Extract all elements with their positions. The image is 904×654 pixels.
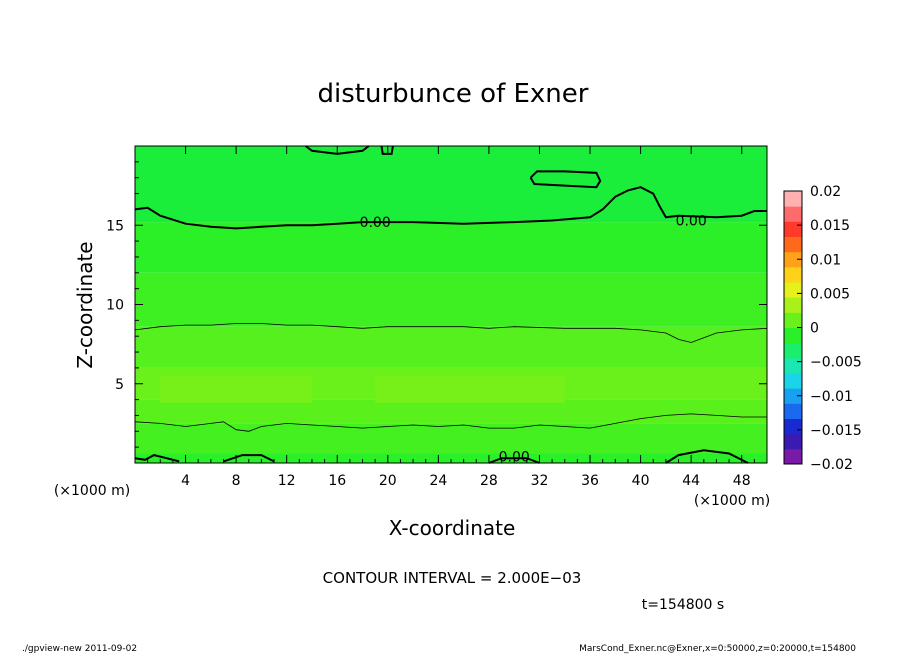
x-tick-label: 48 xyxy=(733,473,751,489)
x-tick-label: 16 xyxy=(328,473,346,489)
colorbar-tick-label: 0 xyxy=(810,321,819,337)
x-tick-label: 20 xyxy=(379,473,397,489)
band-6 xyxy=(135,222,767,273)
colorbar-swatch xyxy=(784,221,802,237)
x-tick-label: 28 xyxy=(480,473,498,489)
band-4 xyxy=(135,326,767,368)
contour-mid xyxy=(134,323,768,343)
x-unit-label-left: (×1000 m) xyxy=(54,483,130,499)
colorbar-tick-label: 0.005 xyxy=(810,286,850,302)
x-tick-label: 24 xyxy=(429,473,447,489)
contour-interval-text: CONTOUR INTERVAL = 2.000E−03 xyxy=(323,569,582,587)
colorbar-swatch xyxy=(784,448,802,465)
colorbar-swatch xyxy=(784,297,802,313)
band-5 xyxy=(135,272,767,327)
time-text: t=154800 s xyxy=(642,597,724,613)
colorbar-ticks: 0.02 0.015 0.01 0.005 0 −0.005 −0.01 −0.015 −0.0… xyxy=(797,184,862,473)
x-tick-label: 36 xyxy=(581,473,599,489)
x-axis-label: X-coordinate xyxy=(389,516,516,540)
chart-title: disturbunce of Exner xyxy=(318,79,589,109)
y-tick-label: 5 xyxy=(115,377,124,393)
x-tick-label: 32 xyxy=(531,473,549,489)
contour-zero_bottom4 xyxy=(665,449,749,464)
shaded-bands xyxy=(135,146,767,463)
colorbar-tick-label: −0.015 xyxy=(810,423,862,439)
contour-zero_top_small xyxy=(380,145,394,155)
contour-zero_bottom xyxy=(134,454,180,463)
y-axis-label: Z-coordinate xyxy=(73,241,97,368)
x-unit-label-right: (×1000 m) xyxy=(694,493,770,509)
colorbar-swatch xyxy=(784,373,802,389)
colorbar-swatch xyxy=(784,266,802,283)
contour-lines xyxy=(134,145,768,464)
band-2 xyxy=(135,399,767,424)
band-0 xyxy=(135,453,767,463)
x-tick-label: 12 xyxy=(278,473,296,489)
colorbar-swatch xyxy=(784,357,802,374)
band-7 xyxy=(135,146,767,223)
colorbar-tick-label: 0.01 xyxy=(810,252,841,268)
contour-label-0: 0.00 xyxy=(360,215,391,231)
colorbar-swatch xyxy=(784,236,802,253)
x-tick-label: 8 xyxy=(232,473,241,489)
band-1 xyxy=(135,423,767,454)
colorbar-tick-label: 0.02 xyxy=(810,184,841,200)
x-tick-label: 44 xyxy=(682,473,700,489)
colorbar-swatch xyxy=(784,327,802,344)
colorbar-swatch xyxy=(784,403,802,419)
contour-zero_closed xyxy=(529,170,602,189)
colorbar-swatch xyxy=(784,251,802,268)
contour-label-2: 0.00 xyxy=(499,450,530,466)
colorbar-tick-label: 0.015 xyxy=(810,218,850,234)
colorbar-tick-label: −0.01 xyxy=(810,389,853,405)
colorbar-swatch xyxy=(784,418,802,435)
contour-label-1: 0.00 xyxy=(676,213,707,229)
contour-zero_bottom2 xyxy=(223,454,275,463)
contour-zero_bottom3 xyxy=(488,457,540,464)
x-axis-ticks: 4 8 12 16 20 24 28 32 36 40 44 48 xyxy=(147,146,755,489)
band-patch-0 xyxy=(160,375,312,403)
x-tick-label: 40 xyxy=(632,473,650,489)
contour-low xyxy=(134,413,767,432)
footer-left: ./gpview-new 2011-09-02 xyxy=(22,644,137,654)
colorbar-swatch xyxy=(784,282,802,298)
colorbar-tick-label: −0.005 xyxy=(810,355,862,371)
colorbar-swatch xyxy=(784,388,802,404)
colorbar-tick-label: −0.02 xyxy=(810,457,853,473)
band-patch-1 xyxy=(375,375,565,403)
y-tick-label: 15 xyxy=(106,218,124,234)
y-tick-label: 10 xyxy=(106,298,124,314)
colorbar-swatch xyxy=(784,433,802,450)
x-tick-label: 4 xyxy=(181,473,190,489)
colorbar-swatch xyxy=(784,342,802,359)
contour-labels: 0.00 0.00 0.00 xyxy=(360,213,707,465)
colorbar-swatch xyxy=(784,191,802,207)
colorbar-swatch xyxy=(784,312,802,328)
footer-right: MarsCond_Exner.nc@Exner,x=0:50000,z=0:20… xyxy=(579,644,856,654)
plot-area: 0.00 0.00 0.00 xyxy=(134,145,768,466)
y-axis-ticks: 5 10 15 xyxy=(106,161,767,448)
colorbar-swatch xyxy=(784,206,802,222)
contour-zero_upper xyxy=(134,186,767,230)
